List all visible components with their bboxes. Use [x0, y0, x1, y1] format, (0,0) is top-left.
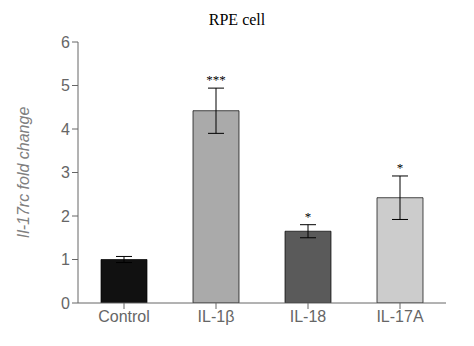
svg-text:IL-17A: IL-17A	[376, 308, 423, 325]
svg-text:5: 5	[61, 77, 70, 94]
svg-text:*: *	[397, 160, 404, 175]
svg-text:4: 4	[61, 121, 70, 138]
svg-text:IL-18: IL-18	[290, 308, 327, 325]
svg-text:0: 0	[61, 295, 70, 312]
svg-text:Il-17rc fold change: Il-17rc fold change	[15, 107, 32, 239]
svg-text:Control: Control	[98, 308, 150, 325]
svg-text:2: 2	[61, 208, 70, 225]
svg-text:IL-1β: IL-1β	[198, 308, 235, 325]
svg-text:*: *	[305, 209, 312, 224]
svg-text:***: ***	[206, 72, 226, 87]
svg-text:6: 6	[61, 34, 70, 51]
html-text:RPE cell: RPE cell	[208, 11, 266, 28]
svg-text:1: 1	[61, 251, 70, 268]
svg-text:3: 3	[61, 164, 70, 181]
